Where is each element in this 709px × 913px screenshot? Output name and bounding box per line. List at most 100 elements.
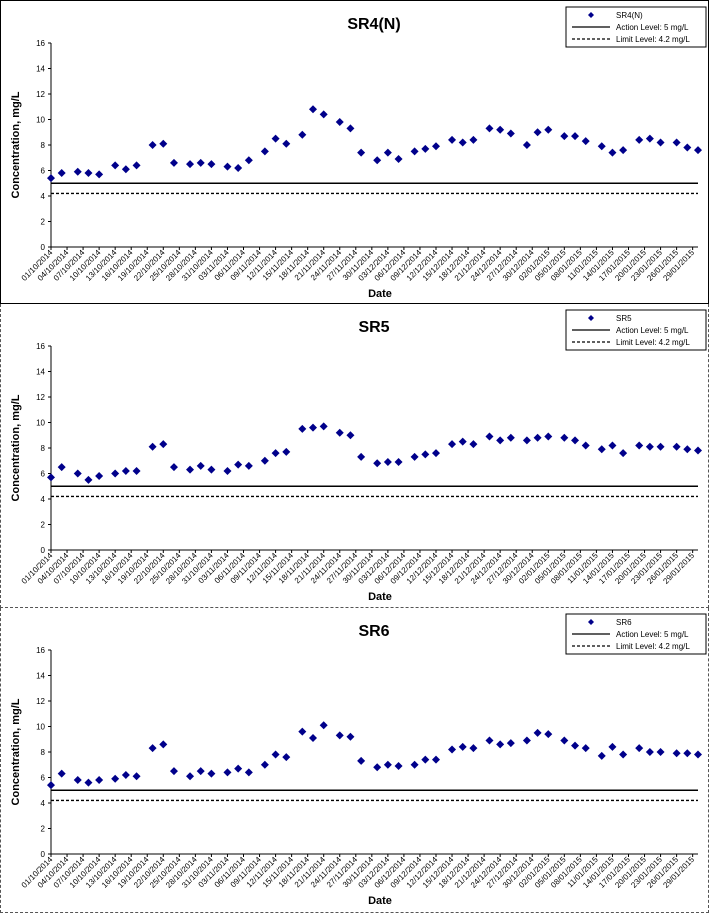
data-point	[421, 755, 430, 764]
data-point	[522, 736, 531, 745]
legend-marker-diamond	[588, 315, 594, 321]
y-axis-title: Concentration, mg/L	[10, 698, 22, 805]
y-tick-label: 8	[41, 748, 46, 757]
data-point	[672, 442, 681, 451]
data-point	[73, 167, 82, 176]
data-point	[357, 148, 366, 157]
data-point	[645, 134, 654, 143]
data-point	[346, 732, 355, 741]
data-point	[95, 170, 104, 179]
data-point	[148, 442, 157, 451]
data-point	[431, 142, 440, 151]
data-point	[196, 158, 205, 167]
data-point	[95, 472, 104, 481]
data-point	[672, 138, 681, 147]
y-tick-label: 0	[41, 546, 46, 555]
legend-label: SR5	[616, 314, 632, 323]
data-point	[656, 748, 665, 756]
data-point	[672, 749, 681, 758]
data-point	[469, 135, 478, 144]
data-point	[581, 441, 590, 450]
data-point	[186, 160, 195, 169]
data-point	[234, 460, 243, 469]
data-point	[410, 147, 419, 156]
data-point	[571, 132, 580, 141]
data-point	[448, 745, 457, 754]
y-tick-label: 16	[36, 39, 45, 48]
data-point	[346, 124, 355, 133]
data-point	[373, 156, 382, 165]
data-point	[544, 730, 553, 739]
data-point	[121, 770, 130, 779]
data-point	[533, 433, 542, 442]
data-point	[394, 762, 403, 771]
data-point	[485, 124, 494, 133]
data-point	[383, 458, 392, 467]
data-point	[694, 146, 702, 155]
data-point	[271, 750, 280, 759]
data-point	[244, 156, 253, 165]
data-point	[335, 428, 344, 437]
data-point	[458, 742, 467, 751]
data-point	[159, 740, 168, 749]
data-point	[522, 436, 531, 445]
data-point	[186, 772, 195, 781]
legend-label: Action Level: 5 mg/L	[616, 23, 689, 32]
x-axis-title: Date	[368, 288, 392, 300]
legend-label: Limit Level: 4.2 mg/L	[616, 35, 690, 44]
y-tick-label: 6	[41, 167, 46, 176]
data-point	[111, 774, 120, 783]
data-point	[410, 760, 419, 769]
data-point	[581, 744, 590, 753]
data-point	[282, 447, 291, 456]
data-point	[506, 739, 515, 748]
y-tick-label: 14	[36, 368, 45, 377]
data-point	[73, 469, 82, 478]
data-point	[47, 781, 55, 790]
data-point	[309, 105, 318, 114]
data-point	[373, 763, 382, 772]
data-point	[394, 458, 403, 467]
data-point	[207, 160, 216, 169]
data-point	[635, 744, 644, 753]
data-point	[694, 446, 702, 455]
data-point	[469, 744, 478, 753]
data-point	[506, 129, 515, 138]
chart-title: SR4(N)	[347, 16, 400, 33]
y-tick-label: 4	[41, 192, 46, 201]
data-point	[597, 142, 606, 151]
y-tick-label: 8	[41, 444, 46, 453]
data-point	[496, 436, 505, 445]
data-point	[357, 452, 366, 461]
y-tick-label: 4	[41, 495, 46, 504]
legend-label: Limit Level: 4.2 mg/L	[616, 642, 690, 651]
data-point	[683, 445, 692, 454]
data-point	[47, 174, 55, 183]
data-point	[635, 441, 644, 450]
data-point	[431, 755, 440, 764]
data-point	[319, 721, 328, 730]
data-point	[394, 155, 403, 164]
data-point	[223, 162, 232, 171]
chart-sr6: SR6024681012141601/10/201404/10/201407/1…	[10, 613, 707, 907]
data-point	[608, 441, 617, 450]
data-point	[196, 767, 205, 776]
y-tick-label: 10	[36, 419, 45, 428]
x-axis-title: Date	[368, 591, 392, 603]
data-point	[506, 433, 515, 442]
data-point	[645, 748, 654, 756]
y-tick-label: 12	[36, 90, 45, 99]
data-point	[544, 432, 553, 441]
y-tick-label: 16	[36, 646, 45, 655]
data-point	[496, 125, 505, 134]
y-tick-label: 6	[41, 470, 46, 479]
data-point	[448, 135, 457, 144]
data-point	[571, 436, 580, 445]
y-tick-label: 10	[36, 723, 45, 732]
data-point	[597, 751, 606, 760]
data-point	[234, 764, 243, 773]
data-point	[635, 135, 644, 144]
y-tick-label: 10	[36, 116, 45, 125]
chart-title: SR6	[358, 623, 389, 640]
data-point	[560, 433, 569, 442]
